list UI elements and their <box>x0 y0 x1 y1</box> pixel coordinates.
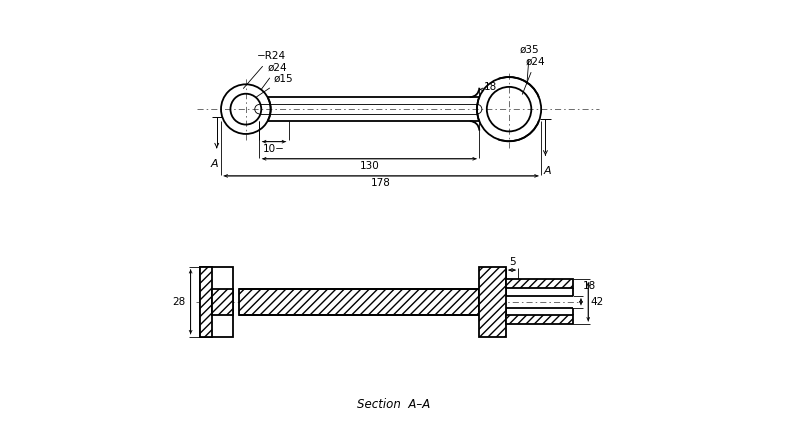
Bar <box>479 267 505 337</box>
Text: ø35: ø35 <box>519 44 539 84</box>
Bar <box>505 279 573 288</box>
Bar <box>200 267 212 337</box>
Text: 42: 42 <box>591 297 604 307</box>
Text: 5: 5 <box>508 257 515 267</box>
Text: 18: 18 <box>483 82 497 92</box>
Text: 130: 130 <box>360 161 379 171</box>
Bar <box>505 315 573 324</box>
Bar <box>238 289 479 315</box>
Text: 10−: 10− <box>263 144 285 154</box>
Text: 18: 18 <box>583 282 597 291</box>
Text: A: A <box>544 166 552 176</box>
Text: Section  A–A: Section A–A <box>357 398 430 411</box>
Text: 178: 178 <box>371 178 391 188</box>
Text: ø24: ø24 <box>523 57 545 94</box>
Bar <box>212 289 233 315</box>
Text: ø24: ø24 <box>261 63 287 89</box>
Text: −R24: −R24 <box>243 51 286 89</box>
Text: ø15: ø15 <box>257 74 294 97</box>
Bar <box>200 267 233 337</box>
Text: A: A <box>211 159 219 169</box>
Text: 28: 28 <box>172 297 186 307</box>
